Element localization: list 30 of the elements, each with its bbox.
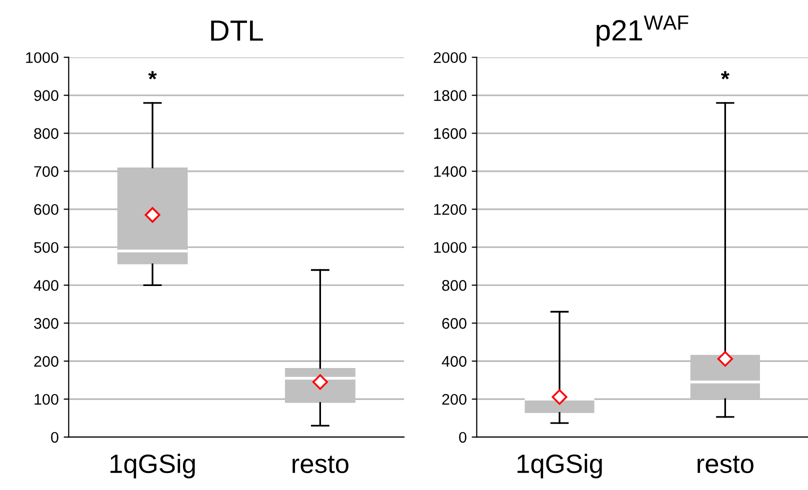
y-tick-label: 1200	[434, 204, 466, 215]
y-tick-label: 1400	[434, 166, 466, 177]
y-tick-label: 1000	[26, 52, 58, 64]
y-tick-label: 2000	[434, 52, 466, 64]
y-tick-label: 900	[34, 90, 58, 101]
y-tick-label: 400	[34, 280, 58, 291]
x-tick-label: 1qGSig	[518, 454, 602, 478]
y-tick-label: 1600	[434, 128, 466, 139]
y-tick-label: 800	[442, 280, 466, 291]
annotation: *	[148, 71, 157, 80]
x-tick-label: resto	[292, 456, 348, 474]
x-tick-label: resto	[698, 456, 754, 474]
y-tick-label: 1000	[434, 242, 466, 253]
y-tick-label: 200	[442, 394, 466, 405]
y-tick-label: 600	[34, 204, 58, 215]
chart-title: DTL	[211, 20, 263, 41]
y-tick-label: 0	[459, 432, 466, 443]
y-tick-label: 800	[34, 128, 58, 139]
x-tick-label: 1qGSig	[110, 454, 195, 478]
chart-title: p21$^{WAF}$	[596, 16, 688, 46]
annotation: *	[720, 71, 730, 80]
y-tick-label: 300	[34, 318, 58, 329]
y-tick-label: 500	[34, 242, 58, 253]
y-tick-label: 400	[442, 356, 466, 367]
y-tick-label: 600	[442, 318, 466, 329]
y-tick-label: 700	[34, 166, 58, 177]
y-tick-label: 1800	[434, 90, 466, 101]
y-tick-label: 200	[34, 356, 58, 367]
y-tick-label: 0	[51, 432, 58, 443]
y-tick-label: 100	[34, 394, 58, 405]
